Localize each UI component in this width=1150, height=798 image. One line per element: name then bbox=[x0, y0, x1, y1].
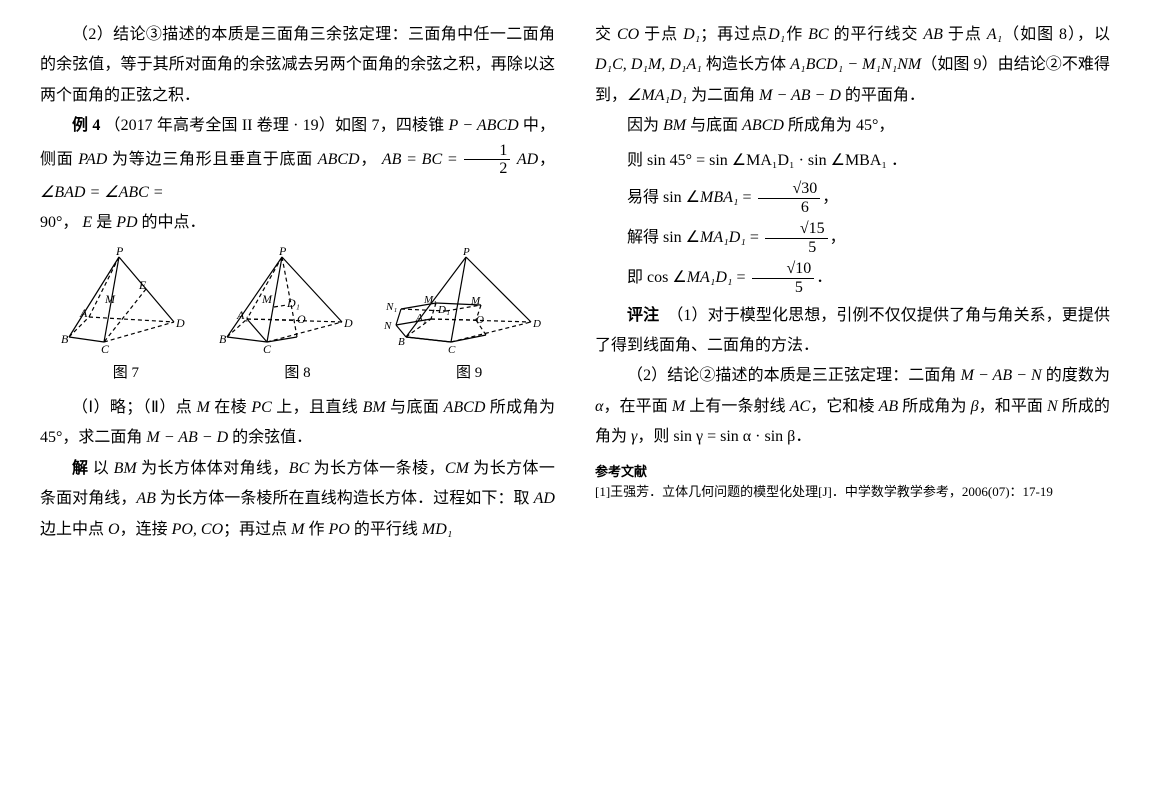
m-abcd: ABCD bbox=[318, 150, 360, 167]
eq-sinMBA1: 易得 sin ∠MBA₁ = √306， bbox=[595, 180, 1110, 216]
svg-text:B: B bbox=[219, 332, 227, 346]
m-angles: ∠BAD = ∠ABC = bbox=[40, 184, 164, 201]
ref-title: 参考文献 bbox=[595, 462, 1110, 482]
example-source: （2017 年高考全国 II 卷理 · 19）如图 7，四棱锥 bbox=[105, 117, 445, 134]
example-label: 例 4 bbox=[72, 117, 100, 134]
example4-line2: 90°， E 是 PD 的中点． bbox=[40, 208, 555, 238]
figure-9: P M₁ N₁ M D₁ A₁ O D N B C bbox=[376, 247, 546, 357]
right-column: 交 CO 于点 D₁；再过点D₁作 BC 的平行线交 AB 于点 A₁（如图 8… bbox=[595, 20, 1110, 545]
comment-label: 评注 bbox=[627, 307, 659, 324]
ref-1: [1]王强芳．立体几何问题的模型化处理[J]．中学数学教学参考，2006(07)… bbox=[595, 482, 1110, 502]
svg-text:D₁: D₁ bbox=[437, 304, 450, 316]
svg-text:B: B bbox=[398, 336, 405, 348]
svg-text:M: M bbox=[104, 292, 116, 306]
svg-text:M: M bbox=[470, 295, 481, 307]
solution: 解 以 BM 为长方体体对角线，BC 为长方体一条棱，CM 为长方体一条面对角线… bbox=[40, 454, 555, 545]
parts: （Ⅰ）略；（Ⅱ）点 M 在棱 PC 上，且直线 BM 与底面 ABCD 所成角为… bbox=[40, 393, 555, 454]
svg-text:C: C bbox=[101, 342, 110, 356]
frac-sqrt30-6: √306 bbox=[758, 180, 821, 216]
svg-text:E: E bbox=[138, 278, 147, 292]
svg-text:P: P bbox=[278, 247, 287, 258]
frac-sqrt10-5: √105 bbox=[752, 260, 815, 296]
eq-sinMA1D1: 解得 sin ∠MA₁D₁ = √155， bbox=[595, 220, 1110, 256]
figcap-9: 图 9 bbox=[456, 359, 482, 388]
svg-text:C: C bbox=[263, 342, 272, 356]
svg-text:A₁: A₁ bbox=[236, 308, 249, 322]
svg-text:D: D bbox=[343, 316, 353, 330]
references: 参考文献 [1]王强芳．立体几何问题的模型化处理[J]．中学数学教学参考，200… bbox=[595, 462, 1110, 501]
eq-cosMA1D1: 即 cos ∠MA₁D₁ = √105． bbox=[595, 260, 1110, 296]
solution-label: 解 bbox=[72, 460, 88, 477]
m-abbc: AB = BC = bbox=[382, 150, 463, 167]
svg-text:B: B bbox=[61, 332, 69, 346]
figcap-8: 图 8 bbox=[284, 359, 310, 388]
eq-sin45: 则 sin 45° = sin ∠MA₁D₁ · sin ∠MBA₁ ． bbox=[595, 146, 1110, 176]
right-p2: 因为 BM 与底面 ABCD 所成角为 45°， bbox=[595, 111, 1110, 141]
svg-text:N₁: N₁ bbox=[385, 301, 397, 313]
svg-text:A₁: A₁ bbox=[415, 312, 427, 324]
frac-sqrt15-5: √155 bbox=[765, 220, 828, 256]
frac-half: 12 bbox=[464, 142, 510, 178]
svg-text:M₁: M₁ bbox=[423, 294, 437, 306]
svg-text:O: O bbox=[476, 314, 484, 326]
m-pabcd: P − ABCD bbox=[449, 117, 519, 134]
figcap-7: 图 7 bbox=[113, 359, 139, 388]
svg-text:P: P bbox=[462, 247, 470, 258]
svg-text:N: N bbox=[383, 320, 392, 332]
m-pad: PAD bbox=[78, 150, 107, 167]
svg-text:D: D bbox=[175, 316, 185, 330]
svg-text:O: O bbox=[297, 312, 306, 326]
svg-text:M: M bbox=[261, 292, 273, 306]
svg-text:D₁: D₁ bbox=[286, 296, 300, 310]
comment2: （2）结论②描述的本质是三正弦定理：二面角 M − AB − N 的度数为 α，… bbox=[595, 361, 1110, 452]
svg-text:C: C bbox=[448, 344, 456, 356]
right-p1: 交 CO 于点 D₁；再过点D₁作 BC 的平行线交 AB 于点 A₁（如图 8… bbox=[595, 20, 1110, 111]
para-conclusion3: （2）结论③描述的本质是三面角三余弦定理：三面角中任一二面角的余弦值，等于其所对… bbox=[40, 20, 555, 111]
figure-8: P M A₁ D₁ O D B C bbox=[207, 247, 357, 357]
left-column: （2）结论③描述的本质是三面角三余弦定理：三面角中任一二面角的余弦值，等于其所对… bbox=[40, 20, 555, 545]
comment1: 评注 （1）对于模型化思想，引例不仅仅提供了角与角关系，更提供了得到线面角、二面… bbox=[595, 301, 1110, 362]
figure-captions: 图 7 图 8 图 9 bbox=[40, 359, 555, 388]
svg-text:P: P bbox=[115, 247, 124, 258]
example4: 例 4 （2017 年高考全国 II 卷理 · 19）如图 7，四棱锥 P − … bbox=[40, 111, 555, 208]
svg-text:D: D bbox=[532, 318, 541, 330]
svg-text:A: A bbox=[79, 306, 88, 320]
figure-row: P E M A D B C P M A₁ D₁ O D B C P M₁ N₁ … bbox=[40, 247, 555, 357]
figure-7: P E M A D B C bbox=[49, 247, 189, 357]
